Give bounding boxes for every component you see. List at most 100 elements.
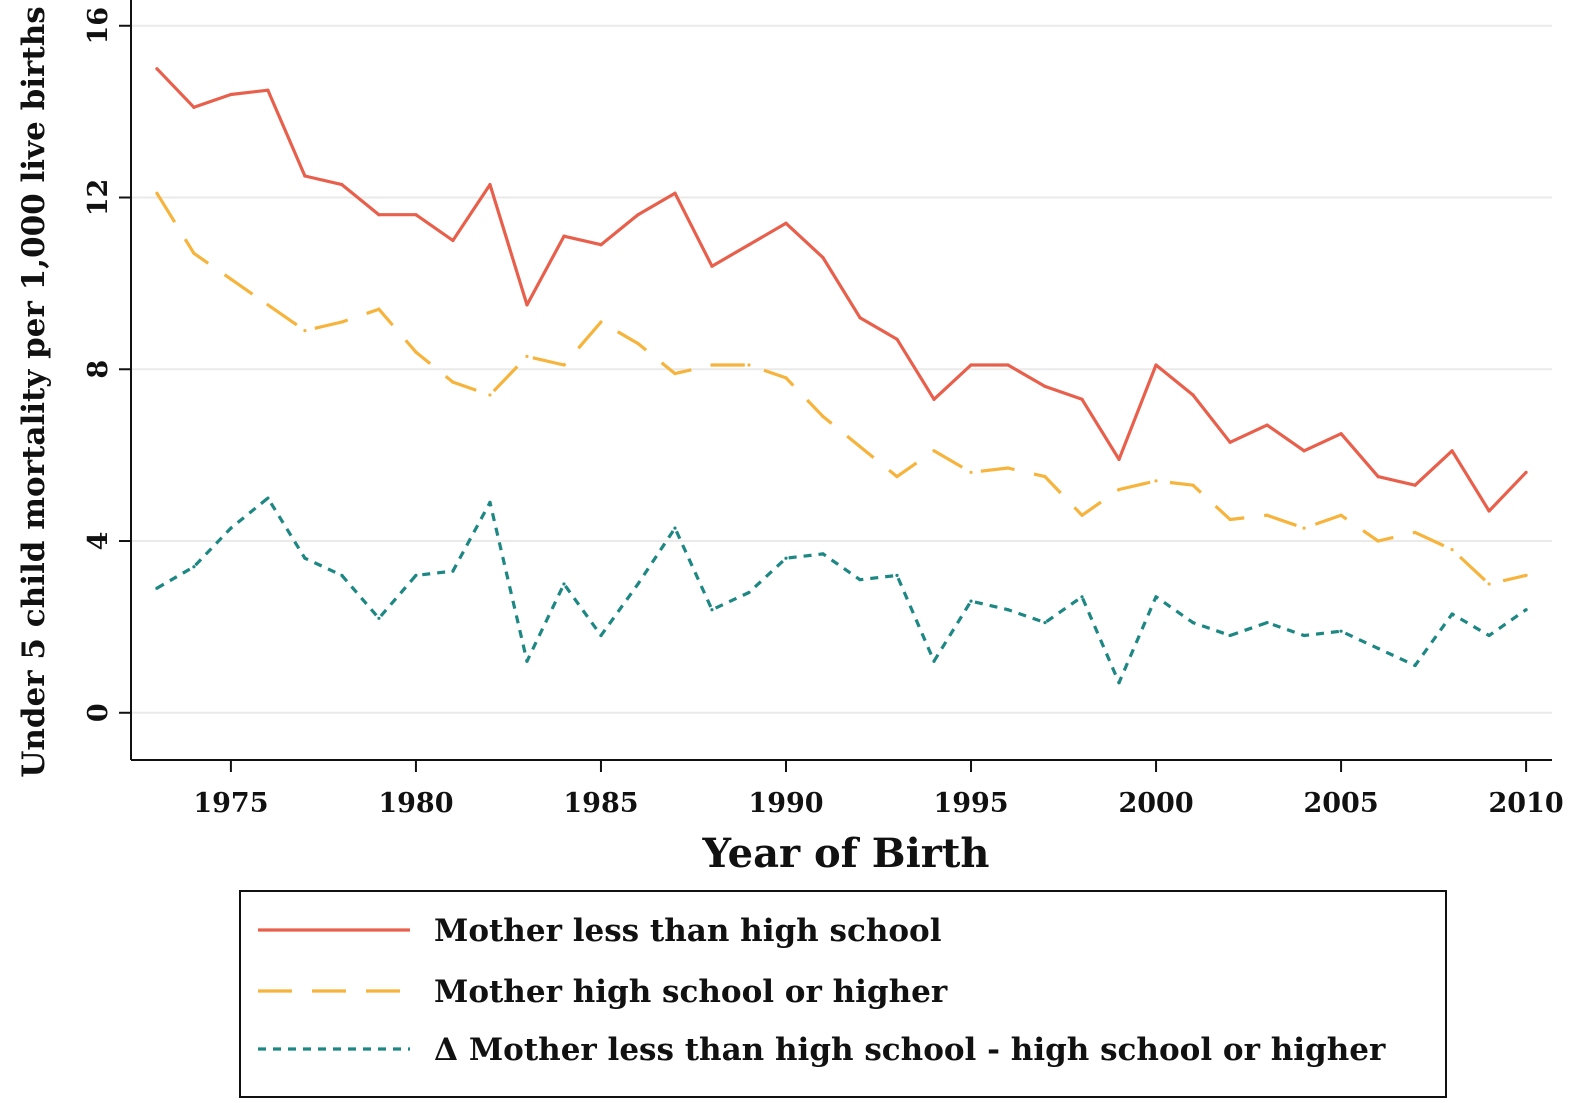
data-point — [414, 350, 418, 354]
x-tick-label: 1980 — [378, 788, 453, 819]
data-point — [858, 444, 862, 449]
x-tick-label: 2005 — [1303, 788, 1378, 819]
data-point — [1302, 449, 1306, 453]
data-point — [784, 221, 788, 225]
data-point — [1228, 633, 1232, 638]
data-point — [1154, 595, 1158, 599]
data-point — [895, 573, 899, 577]
data-point — [229, 92, 233, 97]
data-point — [377, 213, 381, 217]
data-point — [1080, 513, 1084, 517]
data-point — [1043, 620, 1047, 625]
x-tick-label: 1975 — [193, 788, 268, 819]
data-point — [932, 659, 936, 663]
y-tick-label: 0 — [83, 703, 114, 722]
data-point — [673, 191, 677, 195]
data-point — [747, 243, 751, 247]
data-point — [895, 337, 899, 341]
data-point — [525, 354, 529, 358]
data-point — [1413, 483, 1417, 487]
x-tick-label: 1985 — [563, 788, 638, 819]
data-point — [1228, 517, 1232, 522]
data-point — [303, 556, 307, 560]
data-point — [451, 569, 455, 573]
data-point — [340, 573, 344, 577]
data-point — [1117, 681, 1121, 685]
data-point — [1524, 470, 1528, 474]
legend-label: Mother less than high school — [434, 913, 942, 949]
data-point — [155, 586, 159, 590]
legend-box — [239, 890, 1447, 1098]
gridlines — [131, 24, 1552, 714]
data-point — [562, 582, 566, 586]
data-point — [710, 608, 714, 612]
data-point — [192, 565, 196, 569]
data-point — [525, 303, 529, 307]
data-point — [488, 500, 492, 504]
data-point — [488, 393, 492, 397]
data-point — [858, 316, 862, 320]
x-tick-label: 1990 — [748, 788, 823, 819]
data-point — [821, 256, 825, 260]
data-point — [710, 363, 714, 367]
data-point — [1043, 475, 1047, 479]
data-point — [303, 329, 307, 333]
data-point — [599, 633, 603, 638]
data-point — [599, 320, 603, 324]
series-line-2 — [155, 192, 1527, 586]
data-point — [747, 363, 751, 367]
data-point — [562, 363, 566, 367]
tick-labels: 0 4 8 12 16 1975 1980 1985 1990 1995 2000 2005 2010 — [83, 7, 1564, 819]
data-point — [1302, 633, 1306, 638]
series-points-3 — [155, 496, 1528, 685]
data-point — [1006, 466, 1010, 470]
data-point — [192, 105, 196, 109]
data-point — [414, 573, 418, 577]
data-point — [895, 475, 899, 479]
x-tick-label: 2000 — [1118, 788, 1193, 819]
data-point — [932, 397, 936, 401]
data-point — [377, 307, 381, 311]
data-point — [1117, 457, 1121, 462]
legend-label: Mother high school or higher — [434, 974, 948, 1010]
data-point — [525, 659, 529, 663]
data-point — [1043, 384, 1047, 389]
data-point — [710, 264, 714, 268]
data-point — [599, 243, 603, 247]
data-point — [229, 526, 233, 530]
data-point — [1450, 548, 1454, 552]
data-point — [414, 213, 418, 217]
data-point — [1339, 432, 1343, 436]
data-point — [340, 320, 344, 324]
data-point — [155, 191, 159, 195]
data-point — [932, 449, 936, 453]
data-point — [784, 376, 788, 380]
data-point — [1450, 612, 1454, 616]
data-point — [1487, 582, 1491, 586]
legend-item: Mother high school or higher — [258, 974, 948, 1010]
data-point — [747, 590, 751, 595]
data-point — [1265, 423, 1269, 427]
data-point — [673, 371, 677, 376]
x-tick-label: 2010 — [1489, 788, 1564, 819]
data-point — [451, 238, 455, 243]
data-point — [266, 88, 270, 92]
data-point — [821, 552, 825, 556]
legend: Mother less than high school Mother high … — [239, 890, 1447, 1098]
data-point — [1487, 509, 1491, 513]
data-point — [1487, 633, 1491, 638]
data-point — [1265, 620, 1269, 625]
series-points-2 — [155, 191, 1528, 586]
data-point — [377, 616, 381, 620]
data-point — [1265, 513, 1269, 517]
data-point — [1376, 475, 1380, 479]
data-point — [451, 380, 455, 384]
y-tick-label: 16 — [83, 7, 114, 45]
data-point — [1413, 663, 1417, 668]
data-point — [969, 470, 973, 474]
legend-item: Mother less than high school — [258, 913, 942, 949]
data-point — [229, 277, 233, 281]
x-tick-label: 1995 — [933, 788, 1008, 819]
legend-label: Δ Mother less than high school - high sc… — [434, 1032, 1386, 1068]
data-point — [1154, 363, 1158, 367]
